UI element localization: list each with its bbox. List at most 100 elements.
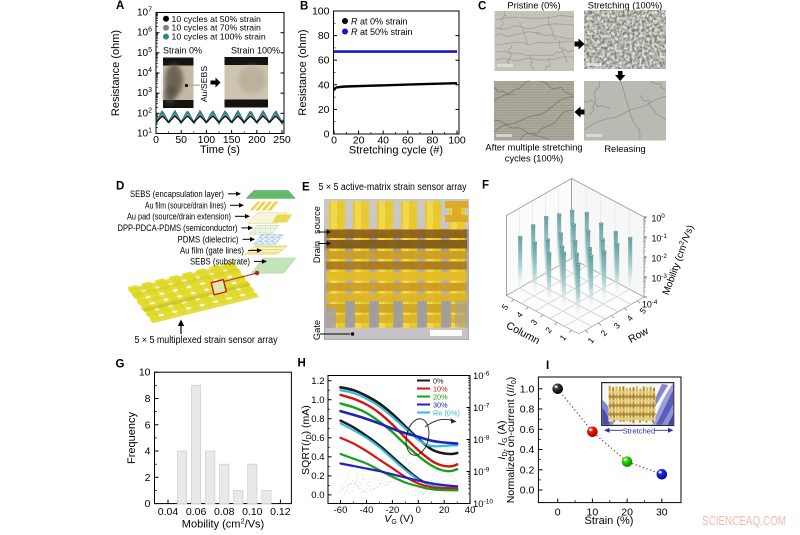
svg-text:0.8: 0.8 xyxy=(520,404,535,416)
svg-text:10-3: 10-3 xyxy=(652,273,668,284)
svg-text:0.2: 0.2 xyxy=(311,471,324,482)
svg-text:Normalized on-current (I/I0): Normalized on-current (I/I0) xyxy=(505,377,518,503)
svg-text:2: 2 xyxy=(598,328,609,338)
svg-text:10-9: 10-9 xyxy=(473,467,490,479)
svg-text:150: 150 xyxy=(223,134,241,146)
svg-text:Au pad (source/drain extension: Au pad (source/drain extension) xyxy=(127,212,231,222)
svg-text:Re (0%): Re (0%) xyxy=(433,408,460,417)
svg-text:0.12: 0.12 xyxy=(270,506,291,518)
svg-text:200: 200 xyxy=(248,134,266,146)
svg-text:4: 4 xyxy=(624,313,635,323)
svg-text:80: 80 xyxy=(318,30,330,42)
svg-text:Au film (gate lines): Au film (gate lines) xyxy=(180,246,244,256)
svg-text:Stretched: Stretched xyxy=(623,427,656,436)
svg-text:SEBS (substrate): SEBS (substrate) xyxy=(190,257,250,267)
svg-text:B: B xyxy=(300,1,308,13)
svg-text:30%: 30% xyxy=(433,400,448,409)
svg-text:5 × 5 active-matrix strain sen: 5 × 5 active-matrix strain sensor array xyxy=(319,182,467,193)
svg-text:0.0: 0.0 xyxy=(311,490,324,501)
svg-text:10-6: 10-6 xyxy=(473,371,490,383)
svg-text:Strain (%): Strain (%) xyxy=(585,515,634,527)
svg-text:1.0: 1.0 xyxy=(520,383,535,395)
svg-text:10-1: 10-1 xyxy=(652,233,668,244)
svg-text:VG (V): VG (V) xyxy=(384,513,413,526)
svg-text:SCIENCEAQ.COM: SCIENCEAQ.COM xyxy=(702,513,786,528)
svg-text:R at 0% strain: R at 0% strain xyxy=(351,17,408,27)
svg-text:10%: 10% xyxy=(433,384,448,393)
svg-text:3: 3 xyxy=(611,320,622,330)
svg-text:G: G xyxy=(116,359,125,371)
svg-text:-60: -60 xyxy=(334,505,348,516)
svg-text:0.6: 0.6 xyxy=(520,424,535,436)
svg-text:D: D xyxy=(116,181,124,193)
svg-text:Strain 0%: Strain 0% xyxy=(163,46,202,56)
svg-text:Stretching cycle (#): Stretching cycle (#) xyxy=(349,145,443,157)
svg-text:0.10: 0.10 xyxy=(242,506,263,518)
svg-text:0: 0 xyxy=(555,507,561,519)
svg-text:0.2: 0.2 xyxy=(520,464,535,476)
svg-text:2: 2 xyxy=(543,325,554,335)
svg-text:cycles (100%): cycles (100%) xyxy=(505,154,563,164)
svg-text:4: 4 xyxy=(514,309,525,319)
svg-text:10 cycles at 50% strain: 10 cycles at 50% strain xyxy=(172,14,261,24)
svg-text:Pristine (0%): Pristine (0%) xyxy=(507,1,560,11)
svg-text:1.0: 1.0 xyxy=(311,395,324,406)
svg-text:SQRT(ID) (mA): SQRT(ID) (mA) xyxy=(300,405,313,475)
svg-text:0.06: 0.06 xyxy=(186,506,207,518)
svg-text:2: 2 xyxy=(145,472,151,484)
svg-text:Gate: Gate xyxy=(312,320,322,340)
svg-text:40: 40 xyxy=(465,505,476,516)
svg-text:20: 20 xyxy=(621,507,633,519)
svg-text:ID, IG (A): ID, IG (A) xyxy=(496,420,509,459)
svg-text:40: 40 xyxy=(377,135,389,147)
svg-text:F: F xyxy=(482,180,489,192)
svg-text:0.04: 0.04 xyxy=(158,506,179,518)
svg-text:Mobility (cm2/Vs): Mobility (cm2/Vs) xyxy=(182,517,264,530)
svg-text:5 × 5 multiplexed strain senso: 5 × 5 multiplexed strain sensor array xyxy=(135,335,278,346)
svg-text:60: 60 xyxy=(318,55,330,67)
svg-text:0.08: 0.08 xyxy=(214,506,235,518)
svg-text:20: 20 xyxy=(353,135,365,147)
svg-text:I: I xyxy=(546,360,549,372)
svg-text:0.6: 0.6 xyxy=(311,433,324,444)
svg-text:0.8: 0.8 xyxy=(311,414,324,425)
svg-text:30: 30 xyxy=(656,507,668,519)
svg-text:Time (s): Time (s) xyxy=(200,144,240,156)
svg-text:1.2: 1.2 xyxy=(311,376,324,387)
svg-text:40: 40 xyxy=(318,79,330,91)
svg-text:0.0: 0.0 xyxy=(520,485,535,497)
svg-text:10-10: 10-10 xyxy=(473,499,493,511)
svg-text:10: 10 xyxy=(587,507,599,519)
svg-text:source: source xyxy=(312,206,322,234)
svg-text:5: 5 xyxy=(637,306,648,316)
svg-text:20: 20 xyxy=(439,505,450,516)
svg-text:100: 100 xyxy=(652,213,666,224)
svg-text:10 cycles at 100% strain: 10 cycles at 100% strain xyxy=(172,32,266,42)
svg-text:10-4: 10-4 xyxy=(642,299,658,310)
svg-text:50: 50 xyxy=(175,134,187,146)
svg-text:E: E xyxy=(302,182,310,194)
svg-text:20: 20 xyxy=(318,104,330,116)
svg-text:20%: 20% xyxy=(433,392,448,401)
svg-text:Releasing: Releasing xyxy=(604,144,645,154)
svg-text:10: 10 xyxy=(139,367,151,379)
svg-text:1: 1 xyxy=(558,332,569,342)
svg-text:10-2: 10-2 xyxy=(652,253,668,264)
svg-text:PDMS (dielectric): PDMS (dielectric) xyxy=(178,235,239,245)
svg-text:100: 100 xyxy=(198,134,216,146)
svg-text:0: 0 xyxy=(324,129,330,141)
svg-text:3: 3 xyxy=(529,317,540,327)
svg-text:60: 60 xyxy=(402,135,414,147)
svg-text:Resistance (ohm): Resistance (ohm) xyxy=(297,29,309,115)
svg-text:100: 100 xyxy=(448,135,466,147)
svg-text:0: 0 xyxy=(416,505,421,516)
svg-text:Frequency: Frequency xyxy=(126,412,138,464)
svg-text:Stretching (100%): Stretching (100%) xyxy=(588,1,662,11)
svg-text:10-8: 10-8 xyxy=(473,435,490,447)
svg-text:8: 8 xyxy=(145,393,151,405)
svg-text:H: H xyxy=(298,358,306,370)
svg-text:Strain 100%: Strain 100% xyxy=(231,46,280,56)
svg-text:A: A xyxy=(116,0,124,12)
svg-text:Drain: Drain xyxy=(312,241,322,263)
svg-text:0%: 0% xyxy=(433,376,444,385)
